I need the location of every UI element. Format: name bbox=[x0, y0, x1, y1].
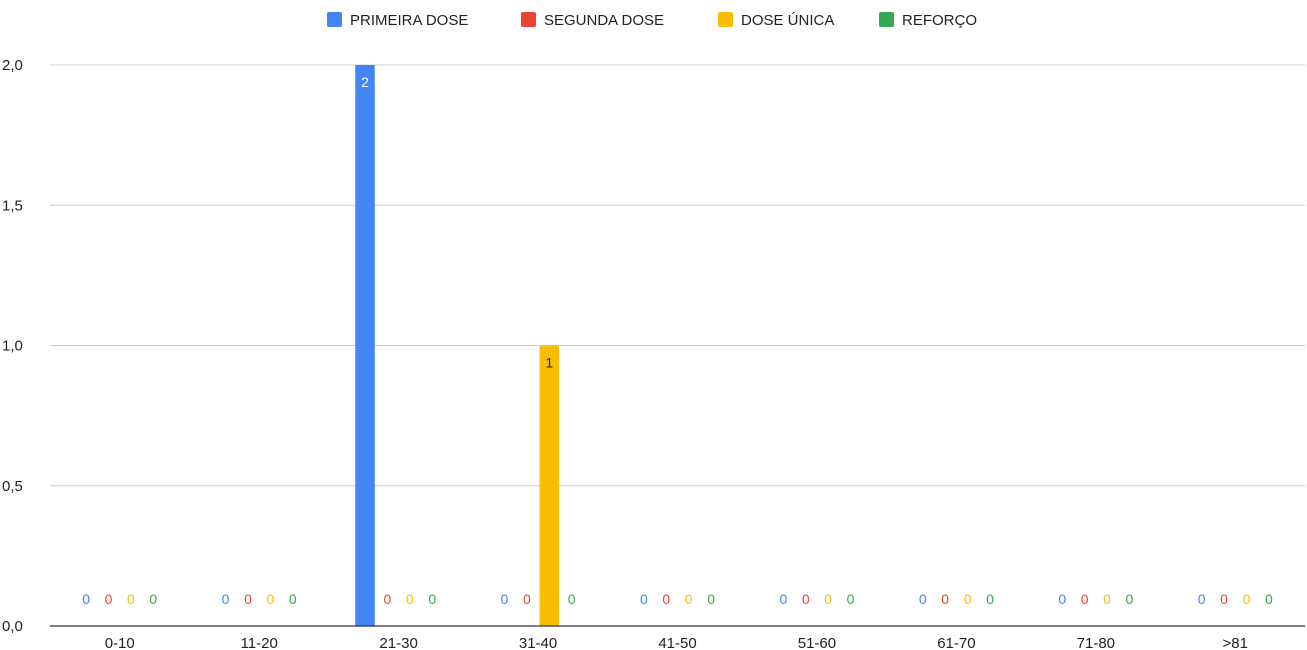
legend-label: REFORÇO bbox=[902, 12, 977, 29]
data-label: 0 bbox=[406, 591, 414, 607]
legend-label: SEGUNDA DOSE bbox=[544, 12, 664, 29]
data-label: 0 bbox=[986, 591, 994, 607]
data-labels: 0 0 0 0 0 0 0 020 0 0 0 010 0 0 0 0 0 0 0 0 0 0 0 0 0 0 0 0 0 0 0 0 bbox=[82, 74, 1273, 607]
data-label: 0 bbox=[1103, 591, 1111, 607]
data-label: 0 bbox=[222, 591, 230, 607]
bar bbox=[355, 65, 375, 626]
data-label: 0 bbox=[501, 591, 509, 607]
data-label: 0 bbox=[244, 591, 252, 607]
data-label: 0 bbox=[779, 591, 787, 607]
data-label: 0 bbox=[919, 591, 927, 607]
data-label: 0 bbox=[1265, 591, 1273, 607]
data-label: 0 bbox=[127, 591, 135, 607]
data-label: 0 bbox=[105, 591, 113, 607]
data-label: 0 bbox=[149, 591, 157, 607]
data-label: 0 bbox=[523, 591, 531, 607]
legend-swatch bbox=[327, 12, 342, 27]
y-tick-label: 1,0 bbox=[2, 338, 23, 355]
y-tick-label: 1,5 bbox=[2, 197, 23, 214]
x-tick-label: 61-70 bbox=[937, 635, 975, 650]
legend-label: PRIMEIRA DOSE bbox=[350, 12, 468, 29]
data-label: 0 bbox=[685, 591, 693, 607]
bars bbox=[355, 65, 560, 626]
data-label: 0 bbox=[964, 591, 972, 607]
data-label: 0 bbox=[428, 591, 436, 607]
data-label: 0 bbox=[289, 591, 297, 607]
gridlines bbox=[50, 64, 1305, 487]
x-tick-label: 41-50 bbox=[658, 635, 696, 650]
legend-swatch bbox=[521, 12, 536, 27]
y-tick-label: 0,0 bbox=[2, 618, 23, 635]
legend-swatch bbox=[718, 12, 733, 27]
data-label: 2 bbox=[361, 74, 369, 90]
data-label: 0 bbox=[1058, 591, 1066, 607]
data-label: 0 bbox=[1220, 591, 1228, 607]
x-tick-label: >81 bbox=[1223, 635, 1248, 650]
x-tick-label: 11-20 bbox=[241, 635, 278, 650]
data-label: 0 bbox=[802, 591, 810, 607]
data-label: 0 bbox=[266, 591, 274, 607]
bar bbox=[539, 345, 560, 626]
data-label: 0 bbox=[662, 591, 670, 607]
legend-label: DOSE ÚNICA bbox=[741, 12, 834, 29]
data-label: 0 bbox=[824, 591, 832, 607]
data-label: 0 bbox=[707, 591, 715, 607]
data-label: 0 bbox=[941, 591, 949, 607]
data-label: 1 bbox=[545, 355, 553, 371]
data-label: 0 bbox=[847, 591, 855, 607]
x-tick-label: 21-30 bbox=[379, 635, 417, 650]
axes: 0,0 0,5 1,0 1,5 2,0 0-10 11-20 21-30 31-40 41-50 5… bbox=[2, 57, 1305, 650]
x-tick-label: 0-10 bbox=[105, 635, 135, 650]
data-label: 0 bbox=[82, 591, 90, 607]
x-tick-label: 31-40 bbox=[519, 635, 557, 650]
y-tick-label: 0,5 bbox=[2, 478, 23, 495]
data-label: 0 bbox=[640, 591, 648, 607]
data-label: 0 bbox=[384, 591, 392, 607]
legend-swatch bbox=[879, 12, 894, 27]
data-label: 0 bbox=[1126, 591, 1134, 607]
x-tick-label: 51-60 bbox=[798, 635, 836, 650]
data-label: 0 bbox=[1198, 591, 1206, 607]
data-label: 0 bbox=[568, 591, 576, 607]
x-tick-label: 71-80 bbox=[1077, 635, 1115, 650]
y-tick-label: 2,0 bbox=[2, 57, 23, 74]
data-label: 0 bbox=[1081, 591, 1089, 607]
legend: PRIMEIRA DOSE SEGUNDA DOSE DOSE ÚNICA REFOR… bbox=[327, 12, 977, 29]
data-label: 0 bbox=[1243, 591, 1251, 607]
